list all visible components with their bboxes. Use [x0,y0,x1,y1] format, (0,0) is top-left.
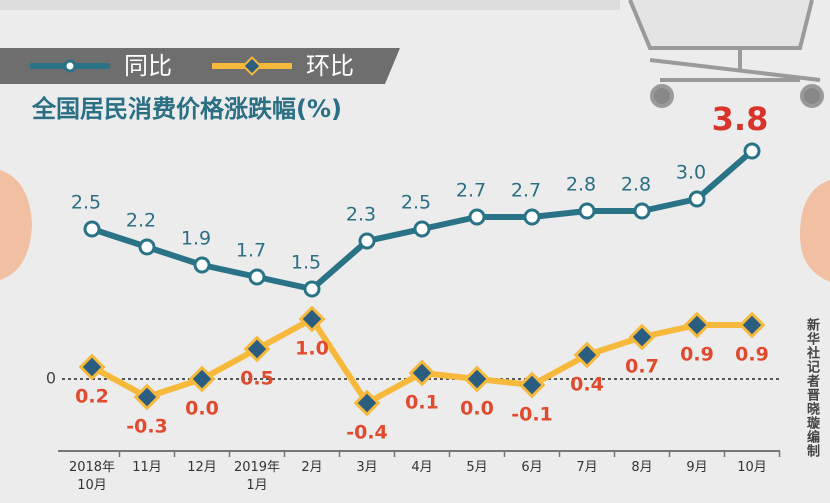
value-label: 0.0 [185,398,219,420]
value-label: 1.0 [295,338,329,360]
value-label: 0.9 [735,344,769,366]
legend-label: 同比 [124,52,172,80]
point [305,282,319,296]
point [360,234,374,248]
point [415,222,429,236]
value-label: 0.1 [405,392,439,414]
credit: 新华社记者晋晓璇编制 [802,318,821,458]
value-label: 2.2 [126,210,156,232]
value-label: 2.5 [71,192,101,214]
point [81,356,104,379]
series-line [92,151,752,289]
point [195,258,209,272]
point [470,210,484,224]
point [140,240,154,254]
hand-right [800,180,830,282]
value-label: -0.3 [126,416,168,438]
value-label: 3.0 [676,162,706,184]
value-label: 3.8 [712,100,769,138]
y-tick-label: 0 [46,369,56,388]
cart [630,0,822,106]
value-label: -0.1 [511,404,553,426]
value-label: 2.7 [511,180,541,202]
point [690,192,704,206]
value-label: 2.5 [401,192,431,214]
point [635,204,649,218]
point [576,344,599,367]
page: 全国居民消费价格涨跌幅(%) 0 同比 环比 2.5 2.2 1.9 1.7 1.5 2.3 2.… [0,0,830,503]
hand-left [0,170,32,280]
point [521,374,544,397]
value-label: 0.4 [570,374,604,396]
value-label: 1.5 [291,252,321,274]
legend-marker [65,61,75,71]
value-label: 2.7 [456,180,486,202]
chart-title: 全国居民消费价格涨跌幅(%) [31,95,342,123]
value-label: 2.3 [346,204,376,226]
value-label: -0.4 [346,422,388,444]
point [741,314,764,337]
point [246,338,269,361]
point [411,362,434,385]
value-label: 2.8 [566,174,596,196]
point [631,326,654,349]
top-band [0,0,620,10]
value-label: 2.8 [621,174,651,196]
point [686,314,709,337]
point [580,204,594,218]
value-label: 0.7 [625,356,659,378]
value-label: 0.9 [680,344,714,366]
value-label: 0.0 [460,398,494,420]
point [250,270,264,284]
value-label: 1.7 [236,240,266,262]
point [191,368,214,391]
x-tick-label: 10月 [717,459,787,477]
value-label: 0.2 [75,386,109,408]
point [525,210,539,224]
point [466,368,489,391]
point [136,386,159,409]
value-label: 1.9 [181,228,211,250]
legend-label: 环比 [306,52,354,80]
point [85,222,99,236]
point [745,144,759,158]
chart: 全国居民消费价格涨跌幅(%) 0 同比 环比 2.5 2.2 1.9 1.7 1.5 2.3 2.… [0,0,830,503]
value-label: 0.5 [240,368,274,390]
